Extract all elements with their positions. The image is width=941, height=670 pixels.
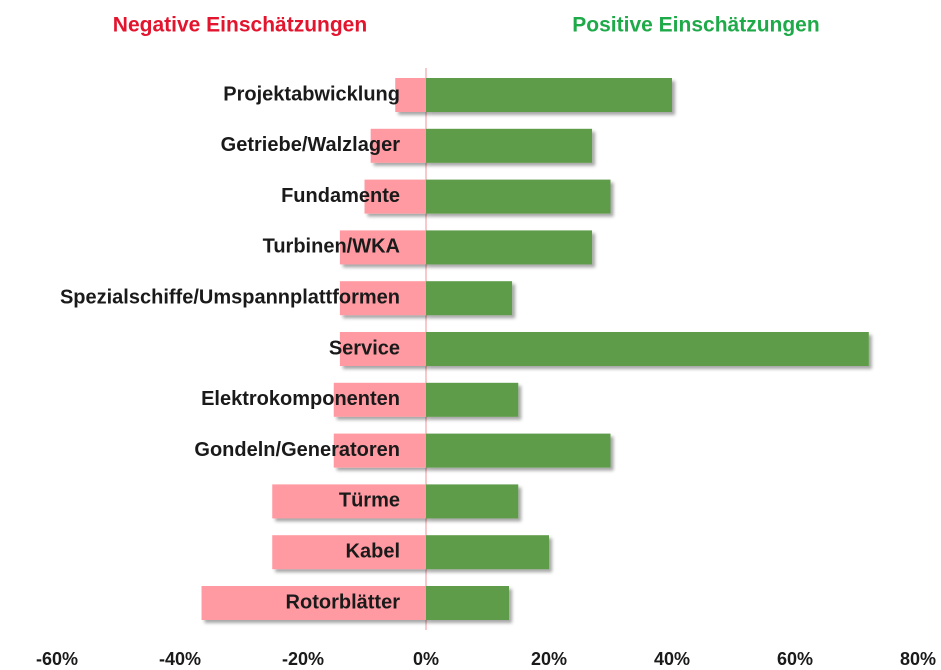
category-label: Gondeln/Generatoren — [194, 439, 400, 461]
bar — [426, 179, 611, 214]
x-tick-label: -60% — [36, 649, 78, 669]
x-tick-label: 60% — [777, 649, 813, 669]
bar — [272, 484, 426, 519]
x-tick-label: 80% — [900, 649, 936, 669]
category-label: Turbinen/WKA — [263, 236, 400, 258]
bar — [339, 281, 426, 316]
x-tick-label: -40% — [159, 649, 201, 669]
bar — [201, 586, 426, 620]
bar — [364, 179, 426, 214]
category-label: Türme — [339, 490, 400, 512]
negative-title: Negative Einschätzungen — [113, 14, 367, 37]
bar — [370, 128, 426, 163]
bar — [333, 382, 426, 417]
category-label: Kabel — [346, 540, 400, 562]
category-label: Projektabwicklung — [223, 83, 400, 105]
positive-title: Positive Einschätzungen — [572, 14, 819, 37]
bar — [272, 535, 426, 570]
category-label: Service — [329, 337, 400, 359]
bar — [333, 433, 426, 468]
x-tick-label: 20% — [531, 649, 567, 669]
bar — [339, 230, 426, 265]
bar — [426, 281, 513, 316]
x-tick-label: -20% — [282, 649, 324, 669]
bar — [426, 586, 510, 620]
x-tick-label: 0% — [413, 649, 439, 669]
bar — [339, 332, 426, 366]
category-label: Getriebe/Walzlager — [221, 134, 401, 156]
bar — [426, 535, 549, 570]
bar — [426, 128, 593, 163]
bar — [426, 230, 593, 265]
category-label: Spezialschiffe/Umspannplattformen — [60, 286, 400, 308]
bar — [426, 78, 672, 112]
category-label: Fundamente — [281, 185, 400, 207]
category-label: Elektrokomponenten — [201, 388, 400, 410]
bar — [426, 382, 519, 417]
bar — [426, 484, 519, 519]
bar — [426, 332, 869, 366]
bar — [426, 433, 611, 468]
bar — [395, 78, 426, 112]
x-tick-label: 40% — [654, 649, 690, 669]
category-label: Rotorblätter — [286, 591, 401, 613]
